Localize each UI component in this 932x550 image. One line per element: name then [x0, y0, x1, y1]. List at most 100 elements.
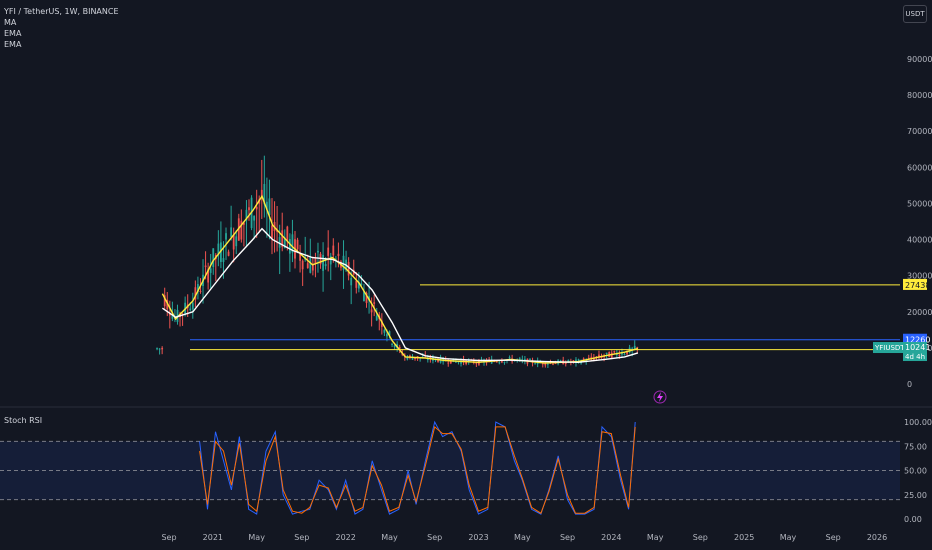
candle-body — [572, 360, 575, 362]
candle-body — [209, 268, 212, 273]
candle-body — [559, 360, 562, 362]
candle-body — [314, 257, 317, 264]
lightning-icon[interactable] — [653, 390, 667, 404]
candle-body — [309, 256, 312, 273]
stoch-rsi-pane: Stoch RSI 100.00 75.00 50.00 25.00 0.00 — [0, 416, 932, 524]
candle-body — [587, 357, 590, 359]
indicator-ma-label[interactable]: MA — [4, 18, 17, 27]
candle-body — [460, 361, 462, 364]
price-badge-label: 27438 — [905, 281, 930, 290]
candle-body — [592, 357, 595, 360]
candle-body — [207, 269, 210, 283]
candle-body — [618, 354, 621, 357]
candle-body — [370, 309, 373, 313]
candle-body — [283, 237, 286, 248]
candle-body — [240, 220, 243, 240]
candle-body — [301, 260, 304, 270]
time-tick-label: Sep — [560, 533, 575, 542]
candle-body — [334, 258, 337, 260]
stoch-line-0 — [199, 420, 636, 515]
candle-body — [263, 183, 266, 205]
candle-body — [322, 254, 324, 271]
candle-body — [291, 234, 294, 253]
candle-body — [380, 320, 383, 327]
symbol-title[interactable]: YFI / TetherUS, 1W, BINANCE — [4, 7, 119, 16]
current-price-bg — [903, 342, 927, 362]
indicator-ema-label-2[interactable]: EMA — [4, 40, 22, 49]
price-tick-label: 90000 — [907, 55, 932, 64]
candle-body — [503, 361, 506, 363]
candle-body — [166, 299, 169, 310]
candle-body — [212, 248, 215, 268]
candle-body — [268, 198, 271, 215]
candle-body — [626, 350, 628, 355]
stoch-rsi-title: Stoch RSI — [4, 416, 42, 425]
candle-body — [337, 253, 340, 257]
candle-body — [452, 358, 455, 363]
candle-body — [329, 255, 332, 265]
stoch-tick-label: 100.00 — [904, 418, 932, 427]
candle-body — [237, 218, 240, 241]
price-axis: 0100002000030000400005000060000700008000… — [873, 55, 932, 389]
candle-body — [197, 284, 199, 293]
candle-body — [255, 206, 258, 210]
candle-body — [281, 230, 284, 247]
stoch-tick-label: 75.00 — [904, 442, 927, 451]
symbol-badge-bg — [873, 342, 903, 354]
candle-body — [171, 313, 174, 319]
candle-body — [327, 247, 330, 256]
candle-body — [582, 358, 585, 361]
candle-body — [235, 236, 238, 247]
candle-body — [518, 358, 521, 360]
price-badge-label: 12260 — [905, 336, 930, 345]
currency-button[interactable]: USDT — [903, 5, 927, 23]
candle-body — [521, 359, 524, 361]
candle-body — [564, 362, 567, 364]
candle-body — [220, 242, 222, 262]
price-tick-label: 70000 — [907, 127, 932, 136]
candle-body — [311, 263, 314, 271]
time-tick-label: 2024 — [601, 533, 621, 542]
candle-body — [375, 315, 378, 321]
candle-body — [324, 264, 327, 267]
candle-body — [623, 354, 626, 356]
stoch-tick-label: 50.00 — [904, 467, 927, 476]
candle-body — [189, 308, 192, 311]
candle-body — [465, 360, 468, 365]
candle-body — [288, 239, 291, 254]
candle-body — [598, 354, 600, 358]
time-tick-label: May — [514, 533, 531, 542]
candle-body — [194, 287, 197, 300]
candle-body — [554, 363, 557, 365]
candle-body — [158, 348, 161, 350]
price-tick-label: 50000 — [907, 199, 932, 208]
candle-body — [373, 302, 376, 304]
candle-body — [508, 357, 511, 359]
candle-body — [227, 251, 230, 256]
time-tick-label: Sep — [294, 533, 309, 542]
candle-body — [245, 209, 248, 221]
candle-body — [365, 292, 368, 304]
candle-body — [199, 290, 202, 292]
candle-body — [447, 362, 450, 364]
candle-body — [168, 313, 171, 316]
candle-body — [265, 201, 268, 210]
candle-body — [386, 334, 388, 337]
price-tick-label: 80000 — [907, 91, 932, 100]
candle-body — [457, 361, 460, 363]
time-tick-label: 2021 — [203, 533, 223, 542]
price-tick-label: 0 — [907, 380, 912, 389]
price-tick-label: 30000 — [907, 272, 932, 281]
time-tick-label: Sep — [161, 533, 176, 542]
main-pane — [156, 155, 900, 369]
candle-body — [217, 243, 220, 256]
candle-body — [163, 295, 166, 307]
candle-body — [605, 352, 608, 355]
candle-body — [567, 360, 570, 363]
candle-body — [501, 361, 503, 363]
candle-body — [360, 283, 363, 286]
candle-body — [204, 265, 207, 268]
candle-body — [498, 362, 501, 364]
indicator-ema-label-1[interactable]: EMA — [4, 29, 22, 38]
